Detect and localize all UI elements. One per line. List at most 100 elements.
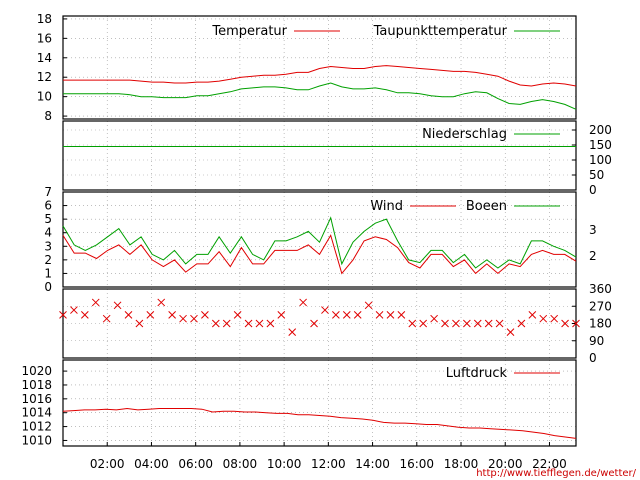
wind-direction-point (430, 314, 438, 323)
wind-direction-point (102, 314, 111, 323)
wind-direction-point (419, 319, 428, 328)
wind-direction-point (179, 314, 187, 323)
wind-direction-point (310, 319, 318, 328)
wind-direction-point (473, 319, 482, 328)
y-tick-label: 6 (44, 199, 52, 213)
wind-direction-point (539, 314, 548, 323)
y-tick-label: 0 (589, 351, 597, 365)
wind-direction-point (113, 301, 122, 310)
wind-direction-point (321, 306, 329, 314)
credit-url: http://www.tiefflegen.de/wetter/ (476, 468, 636, 479)
y-tick-label: 5 (44, 212, 52, 226)
wind-direction-point (59, 311, 67, 319)
wind-direction-point (201, 311, 209, 319)
wind-direction-point (277, 311, 286, 319)
y-tick-label: 8 (44, 109, 52, 123)
x-tick-label: 14:00 (355, 457, 390, 471)
y-tick-label: 1012 (21, 420, 52, 434)
y-tick-label: 50 (589, 168, 604, 182)
series-line-boeen (62, 216, 577, 269)
x-tick-label: 06:00 (178, 457, 213, 471)
y-tick-label: 1 (44, 266, 52, 280)
legend-temperatur-label: Temperatur (211, 24, 287, 39)
wind-direction-point (550, 314, 559, 323)
wind-direction-point (168, 311, 177, 319)
y-tick-label: 360 (589, 282, 612, 296)
y-tick-label: 18 (37, 12, 52, 26)
y-tick-label: 1016 (21, 392, 52, 406)
x-tick-label: 10:00 (267, 457, 302, 471)
wind-direction-point (157, 298, 166, 307)
y-tick-label-right: 3 (589, 223, 597, 237)
y-tick-label: 12 (37, 70, 52, 84)
y-tick-label: 1020 (21, 364, 52, 378)
y-tick-label-right: 2 (589, 249, 597, 263)
y-tick-label: 90 (589, 334, 604, 348)
wind-direction-point (146, 311, 155, 319)
y-tick-label: 150 (589, 138, 612, 152)
wind-direction-point (80, 311, 89, 319)
y-tick-label: 16 (37, 31, 52, 45)
y-tick-label: 100 (589, 153, 612, 167)
legend-luftdruck-label: Luftdruck (446, 366, 508, 381)
wind-direction-point (299, 298, 307, 307)
wind-direction-point (91, 298, 100, 307)
wind-direction-point (364, 301, 373, 310)
wind-direction-point (124, 311, 133, 319)
wind-direction-point (266, 319, 275, 328)
legend-taupunkttemperatur-label: Taupunkttemperatur (373, 24, 508, 39)
x-tick-label: 04:00 (134, 457, 169, 471)
wind-direction-point (452, 319, 460, 328)
wind-direction-point (517, 319, 526, 328)
panel-frame (62, 120, 577, 191)
wind-direction-point (135, 319, 144, 328)
wind-direction-point (528, 311, 537, 319)
series-line-temperatur (63, 65, 577, 87)
wind-direction-point (375, 311, 384, 319)
wind-direction-point (190, 314, 198, 323)
x-tick-label: 20:00 (488, 457, 523, 471)
series-line-wind (62, 234, 577, 275)
wind-direction-point (561, 319, 569, 328)
y-tick-label: 10 (37, 90, 52, 104)
y-tick-label: 1010 (21, 433, 52, 447)
x-tick-label: 08:00 (223, 457, 258, 471)
wind-direction-point (233, 311, 242, 319)
legend-niederschlag-label: Niederschlag (422, 127, 507, 142)
wind-direction-point (484, 319, 493, 328)
y-tick-label: 0 (44, 280, 52, 294)
wind-direction-point (386, 311, 395, 319)
wind-direction-point (211, 319, 220, 328)
panel-frame (62, 191, 577, 288)
legend-wind-label: Wind (370, 199, 403, 214)
y-tick-label: 4 (44, 226, 52, 240)
wind-direction-point (244, 319, 253, 328)
y-tick-label: 7 (44, 185, 52, 199)
x-tick-label: 18:00 (444, 457, 479, 471)
y-tick-label: 180 (589, 317, 612, 331)
wind-direction-point (342, 311, 351, 319)
y-tick-label: 200 (589, 123, 612, 137)
wind-direction-point (408, 319, 417, 328)
wind-direction-point (397, 311, 406, 319)
y-tick-label: 2 (44, 253, 52, 267)
x-tick-label: 02:00 (90, 457, 125, 471)
wind-direction-point (495, 319, 504, 328)
wind-direction-point (255, 319, 264, 328)
wind-direction-point (222, 319, 231, 328)
wind-direction-point (506, 328, 515, 336)
y-tick-label: 0 (589, 183, 597, 197)
wind-direction-point (353, 311, 362, 319)
x-tick-label: 22:00 (532, 457, 567, 471)
series-line-taupunkttemperatur (63, 82, 577, 110)
wind-direction-point (462, 319, 471, 328)
y-tick-label: 270 (589, 299, 612, 313)
wind-direction-point (70, 306, 78, 314)
y-tick-label: 1014 (21, 406, 52, 420)
panel-frame (62, 15, 577, 120)
wind-direction-point (572, 319, 580, 328)
y-tick-label: 1018 (21, 378, 52, 392)
wind-direction-point (441, 319, 449, 328)
x-tick-label: 16:00 (399, 457, 434, 471)
